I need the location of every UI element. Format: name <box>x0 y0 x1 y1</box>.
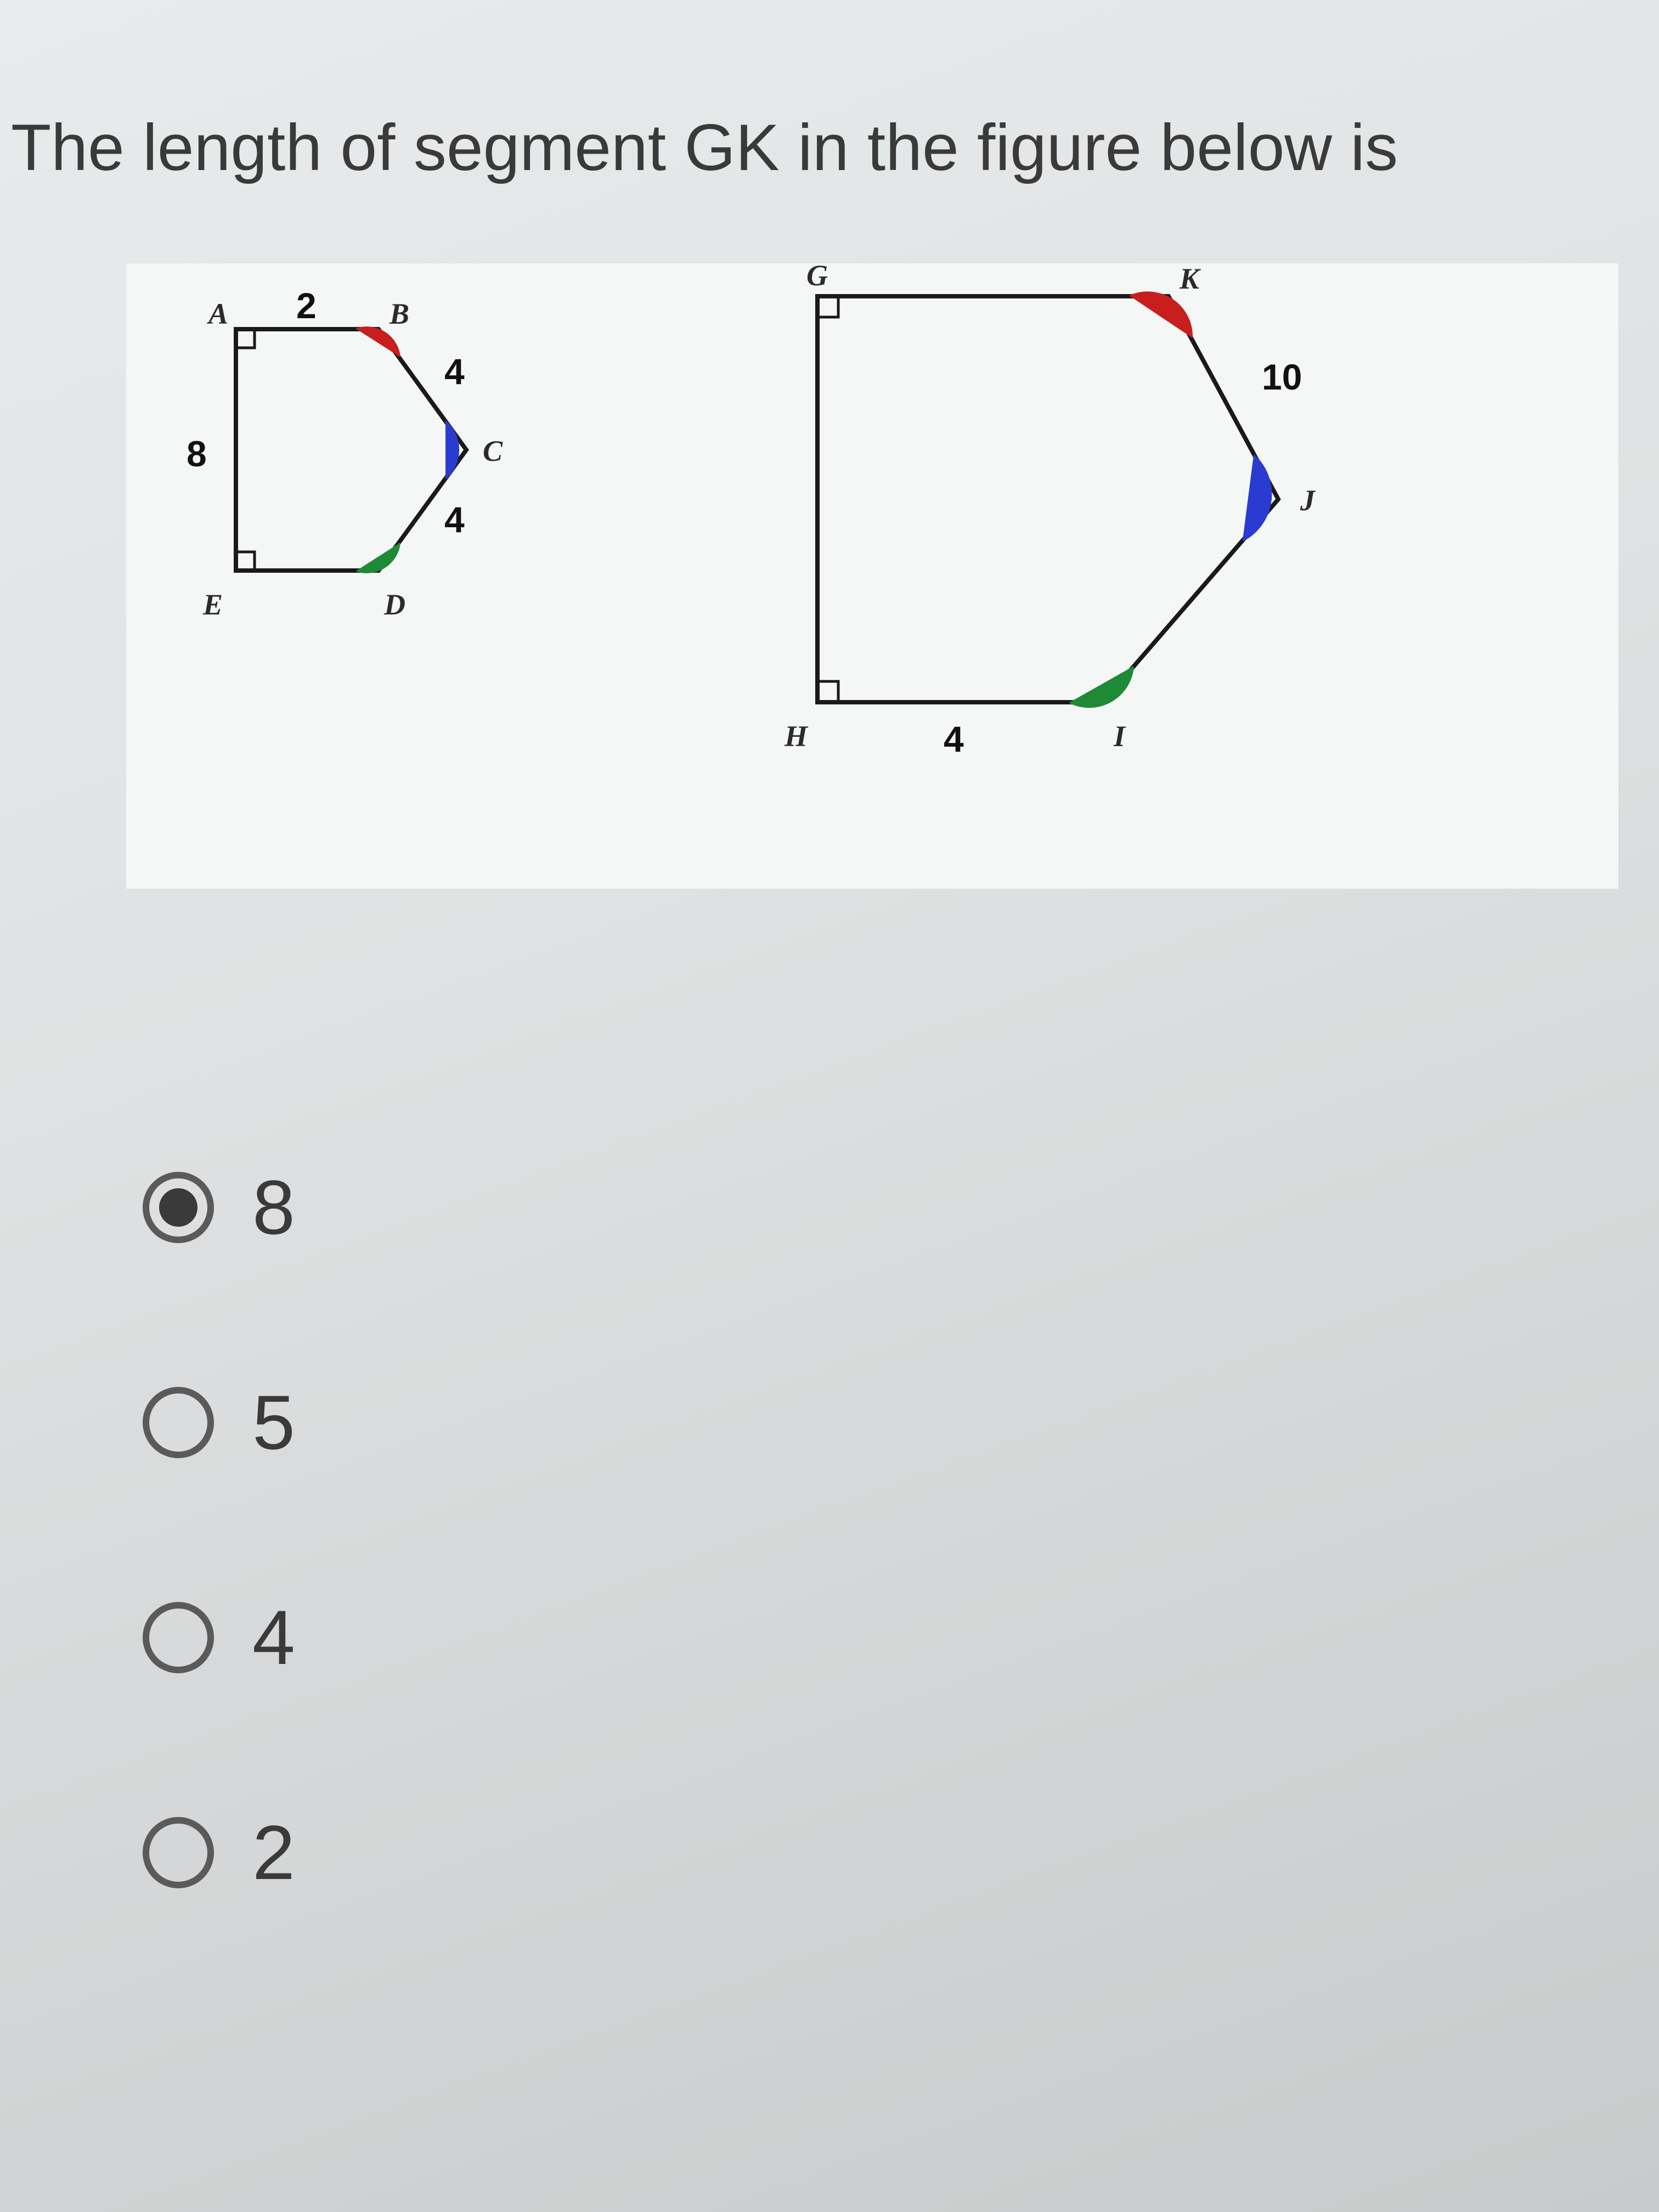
length-AB: 2 <box>296 285 317 326</box>
option-3[interactable]: 2 <box>143 1808 295 1897</box>
label-J: J <box>1300 484 1316 517</box>
option-3-label: 2 <box>252 1808 295 1897</box>
length-CD: 4 <box>444 499 465 540</box>
length-BC: 4 <box>444 351 465 392</box>
option-2[interactable]: 4 <box>143 1593 295 1682</box>
label-K: K <box>1179 263 1201 295</box>
option-0[interactable]: 8 <box>143 1163 295 1252</box>
answer-options: 8 5 4 2 <box>143 1163 295 2023</box>
option-2-label: 4 <box>252 1593 295 1682</box>
label-G: G <box>806 263 828 292</box>
option-1-label: 5 <box>252 1378 295 1467</box>
radio-option-1[interactable] <box>143 1387 214 1458</box>
label-C: C <box>483 435 503 467</box>
right-pentagon: G K J I H 10 4 <box>784 263 1316 759</box>
length-HI: 4 <box>944 719 964 759</box>
label-I: I <box>1113 720 1126 753</box>
option-0-label: 8 <box>252 1163 295 1252</box>
left-pentagon: A B C D E 2 4 4 8 <box>187 285 503 621</box>
radio-option-2[interactable] <box>143 1602 214 1673</box>
geometry-diagram: A B C D E 2 4 4 8 G K J I H <box>126 263 1618 889</box>
radio-option-0[interactable] <box>143 1172 214 1243</box>
figure-panel: A B C D E 2 4 4 8 G K J I H <box>126 263 1618 889</box>
label-H: H <box>784 720 809 753</box>
question-text: The length of segment GK in the figure b… <box>11 110 1398 185</box>
label-B: B <box>389 297 409 330</box>
label-E: E <box>202 588 223 621</box>
length-AE: 8 <box>187 433 207 474</box>
radio-option-3[interactable] <box>143 1817 214 1888</box>
option-1[interactable]: 5 <box>143 1378 295 1467</box>
length-KJ: 10 <box>1262 357 1302 397</box>
label-D: D <box>383 588 405 621</box>
label-A: A <box>207 297 228 330</box>
